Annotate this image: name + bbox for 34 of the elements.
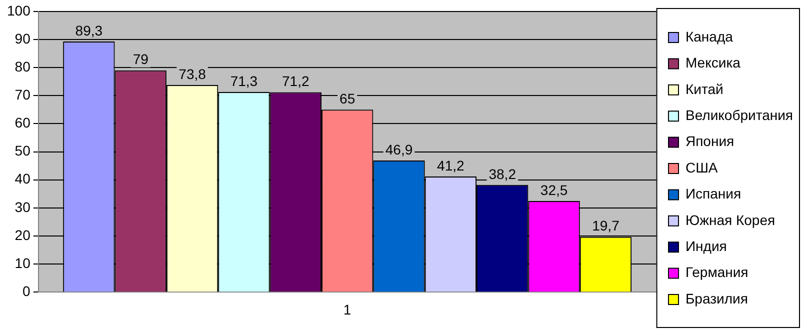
legend-label: Китай <box>685 80 724 97</box>
data-label: 71,2 <box>282 73 310 90</box>
data-label: 46,9 <box>385 141 413 158</box>
y-tick-label: 40 <box>14 170 31 187</box>
data-label: 89,3 <box>75 22 103 38</box>
legend-label: Великобритания <box>685 106 793 123</box>
legend-label: Индия <box>685 238 727 254</box>
y-tick-label: 20 <box>14 226 31 243</box>
data-label: 41,2 <box>437 157 465 174</box>
data-label: 79 <box>132 51 149 68</box>
data-label: 65 <box>340 90 356 107</box>
legend-label: Япония <box>685 133 734 150</box>
y-tick-label: 50 <box>14 142 31 159</box>
legend-label: Южная Корея <box>685 212 776 228</box>
y-tick-label: 90 <box>14 30 31 46</box>
data-label: 73,8 <box>178 66 206 82</box>
y-tick-label: 60 <box>14 114 31 131</box>
y-tick-label: 100 <box>7 2 31 18</box>
y-tick-label: 10 <box>14 254 31 271</box>
legend-label: США <box>685 159 718 176</box>
y-tick-label: 30 <box>14 198 31 215</box>
data-label: 19,7 <box>592 218 620 234</box>
y-tick-label: 0 <box>22 283 31 300</box>
legend-label: Канада <box>685 28 734 44</box>
data-label: 38,2 <box>488 166 516 182</box>
legend-label: Германия <box>685 264 748 280</box>
legend-label: Испания <box>685 186 742 202</box>
data-label: 71,3 <box>230 72 258 89</box>
data-label: 32,5 <box>540 182 568 198</box>
y-tick-label: 70 <box>14 86 31 102</box>
legend-label: Мексика <box>685 54 741 71</box>
x-tick-label: 1 <box>343 301 352 318</box>
legend-label: Бразилия <box>685 290 748 306</box>
y-tick-label: 80 <box>14 58 31 74</box>
